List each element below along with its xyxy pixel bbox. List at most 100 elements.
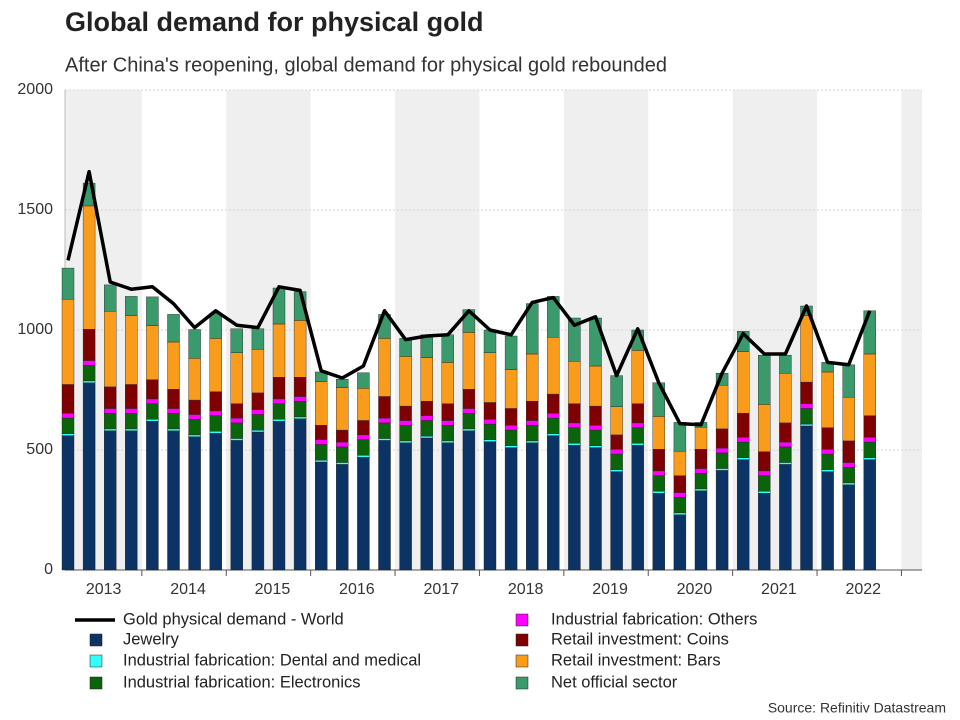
bar-segment — [378, 417, 391, 424]
y-tick-label: 500 — [26, 441, 53, 458]
bar-segment — [821, 371, 834, 428]
bar-segment — [610, 449, 623, 455]
bar-segment — [209, 431, 222, 434]
bar-segment — [610, 471, 623, 571]
bar-segment — [610, 434, 623, 450]
bar-segment — [504, 429, 518, 446]
bar-segment — [441, 362, 454, 404]
bar-segment — [610, 406, 623, 436]
bar-segment — [441, 442, 454, 571]
bar-segment — [209, 415, 222, 432]
bar-segment — [504, 445, 518, 448]
bar-segment — [251, 431, 265, 571]
bar-segment — [737, 459, 750, 571]
bar-segment — [547, 417, 560, 434]
bar-segment — [758, 355, 771, 405]
bar-segment — [146, 325, 159, 380]
bar-segment — [800, 408, 813, 425]
bar-segment — [399, 442, 412, 571]
bar-segment — [863, 457, 876, 460]
legend-label: Gold physical demand - World — [123, 610, 344, 628]
bar-segment — [125, 384, 138, 409]
bar-segment — [209, 338, 222, 392]
bar-segment — [125, 408, 138, 414]
bar-segment — [315, 461, 328, 571]
bar-segment — [103, 386, 117, 409]
bar-segment — [167, 430, 180, 571]
legend-label: Net official sector — [551, 673, 678, 691]
bar-segment — [336, 441, 349, 448]
bar-segment — [420, 420, 433, 437]
x-tick-label: 2022 — [845, 581, 881, 598]
bar-segment — [758, 493, 771, 571]
bar-segment — [462, 389, 476, 409]
bar-segment — [357, 457, 370, 571]
bar-segment — [209, 433, 222, 571]
bar-segment — [378, 440, 391, 571]
bar-segment — [462, 408, 476, 414]
bar-segment — [82, 329, 96, 361]
bar-segment — [779, 464, 792, 571]
bar-segment — [568, 443, 581, 446]
bar-segment — [272, 403, 286, 420]
bar-segment — [125, 296, 138, 316]
bar-segment — [272, 421, 286, 571]
bar-segment — [82, 380, 96, 384]
bar-segment — [230, 438, 244, 441]
bar-segment — [842, 484, 855, 571]
bar-segment — [420, 401, 433, 416]
bar-segment — [631, 427, 644, 444]
bar-segment — [146, 296, 159, 326]
bar-segment — [61, 384, 75, 414]
bar-segment — [357, 372, 370, 389]
bar-segment — [420, 357, 433, 402]
bar-segment — [842, 462, 855, 468]
x-tick-label: 2013 — [86, 581, 122, 598]
bar-segment — [694, 488, 708, 492]
bar-segment — [315, 444, 328, 461]
legend-label: Retail investment: Coins — [551, 630, 729, 648]
bar-segment — [293, 377, 307, 397]
bar-segment — [125, 428, 138, 432]
bar-segment — [420, 415, 433, 421]
bar-segment — [504, 369, 518, 409]
x-tick-label: 2019 — [592, 581, 628, 598]
bar-segment — [694, 427, 708, 450]
bar-segment — [272, 323, 286, 378]
bar-segment — [863, 353, 876, 416]
y-tick-label: 2000 — [17, 81, 53, 98]
bar-segment — [800, 423, 813, 427]
bar-segment — [863, 437, 876, 443]
bar-segment — [336, 379, 349, 388]
bar-segment — [61, 435, 75, 571]
bar-segment — [230, 328, 244, 353]
bar-segment — [462, 413, 476, 430]
bar-segment — [715, 470, 729, 571]
bar-segment — [737, 413, 750, 438]
bar-segment — [230, 422, 244, 439]
bar-segment — [315, 459, 328, 463]
bar-segment — [230, 417, 244, 424]
bar-segment — [758, 491, 771, 494]
bar-segment — [526, 353, 539, 402]
bar-segment — [230, 440, 244, 571]
bar-segment — [589, 425, 602, 431]
bar-segment — [441, 440, 454, 444]
bar-segment — [631, 443, 644, 446]
bar-segment — [631, 422, 644, 428]
bar-segment — [631, 350, 644, 404]
bar-segment — [230, 352, 244, 404]
bar-segment — [378, 438, 391, 441]
bar-segment — [188, 329, 201, 359]
bar-segment — [315, 439, 328, 445]
bar-segment — [483, 439, 497, 442]
bar-segment — [779, 446, 792, 463]
bar-segment — [568, 445, 581, 571]
bar-segment — [737, 351, 750, 414]
x-tick-label: 2017 — [423, 581, 459, 598]
bar-segment — [652, 475, 665, 492]
x-tick-label: 2016 — [339, 581, 375, 598]
bar-segment — [568, 317, 581, 362]
bar-segment — [336, 387, 349, 431]
bar-segment — [188, 399, 201, 415]
